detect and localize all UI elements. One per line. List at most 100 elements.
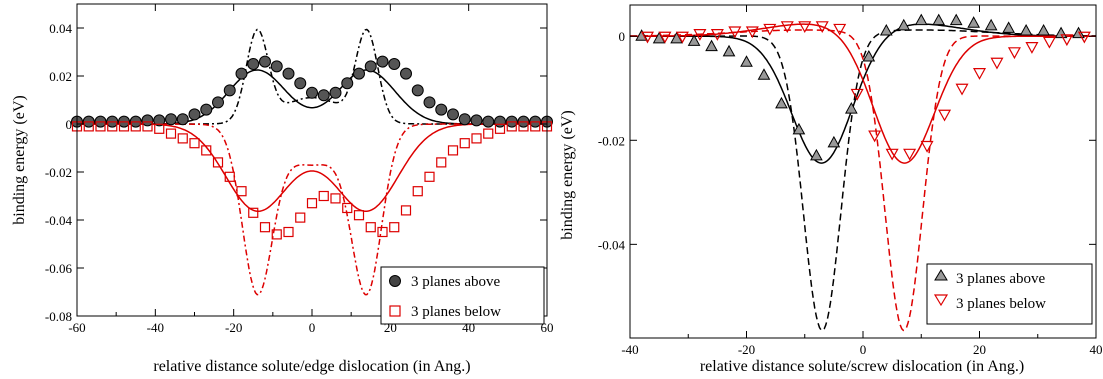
edge-y-tick-label: 0.02 [49,69,72,84]
screw-point-above [740,55,753,67]
screw-point-below [1042,36,1056,49]
screw-legend-box [926,263,1093,325]
edge-point-above [494,115,506,128]
edge-point-below [412,186,423,197]
edge-point-above [176,113,189,126]
edge-point-above [282,67,295,80]
edge-point-above [223,84,236,97]
screw-x-tick-label: 20 [973,342,986,357]
screw-point-below [972,68,987,80]
screw-x-tick-label: 40 [1090,342,1103,357]
screw-point-below [640,31,654,44]
screw-point-above [827,135,841,148]
edge-point-above [388,58,401,70]
edge-y-tick-label: 0.04 [49,21,72,36]
edge-point-below [483,128,494,139]
screw-point-above [705,39,718,52]
screw-point-below [955,83,969,96]
edge-legend: 3 planes above 3 planes below [380,266,545,325]
edge-point-below [353,210,365,221]
edge-point-below [471,133,482,144]
edge-point-below [400,205,412,216]
edge-point-above [306,86,318,99]
edge-point-below [424,171,435,182]
edge-point-below [283,226,294,238]
edge-point-above [435,103,448,116]
screw-point-above [949,13,963,26]
edge-point-above [259,55,271,68]
edge-point-below [154,123,165,134]
edge-point-below [201,145,212,156]
edge-point-below [248,207,259,218]
edge-point-above [482,115,495,128]
screw-point-below [693,29,707,41]
edge-point-below [330,193,341,204]
screw-point-below [675,31,689,44]
screw-point-below [850,88,864,101]
edge-x-tick-label: -40 [147,320,164,335]
edge-point-below [295,212,306,223]
screw-point-below [938,109,952,122]
screw-point-above [862,49,876,62]
edge-y-tick-label: -0.02 [45,165,72,180]
edge-below-dashed-curve [77,123,547,296]
edge-point-above [188,108,201,121]
screw-point-above [792,122,806,135]
edge-point-below [95,121,106,132]
edge-point-below [530,121,541,132]
screw-point-below [885,148,899,161]
screw-point-below [903,148,917,161]
screw-point-above [1054,26,1068,39]
screw-point-below [780,21,794,34]
edge-point-above [353,67,365,80]
screw-point-below [710,29,724,41]
edge-legend-label-below: 3 planes below [411,304,501,320]
edge-point-below [318,190,329,202]
screw-point-below [1025,42,1039,54]
screw-x-axis-title: relative distance solute/screw dislocati… [700,358,1024,375]
edge-y-tick-label: -0.06 [45,261,73,276]
screw-point-below [658,31,672,44]
edge-point-below [224,171,235,182]
screw-point-below [745,26,759,39]
screw-point-above [775,96,788,109]
screw-point-above [932,13,946,26]
screw-y-tick-label: 0 [619,29,626,44]
edge-point-above [200,103,213,116]
screw-legend-triangle-up-marker [934,269,948,281]
screw-model-curves [630,23,1096,332]
screw-point-above [879,23,893,36]
screw-point-above [757,68,771,80]
screw-legend-label-above: 3 planes above [956,271,1045,287]
screw-axis-ticks: -40 -20 0 20 40 -0.04 -0.02 0 [598,5,1103,357]
edge-point-below [271,229,282,240]
edge-point-above [447,108,459,121]
edge-data-markers [71,55,553,240]
screw-point-above [967,16,981,28]
screw-legend: 3 planes above 3 planes below [926,263,1093,325]
edge-point-above [294,77,307,90]
edge-point-above [423,96,436,109]
screw-point-below [728,26,742,39]
edge-model-curves [77,28,547,296]
edge-y-tick-label: -0.04 [45,213,73,228]
screw-point-below [1077,31,1091,44]
edge-point-below [436,157,447,168]
screw-x-tick-label: -40 [621,342,638,357]
edge-point-below [342,202,353,214]
edge-point-above [317,89,330,102]
edge-x-tick-label: -60 [68,320,85,335]
screw-point-above [722,44,736,57]
edge-point-above [270,60,283,73]
screw-point-above [1002,21,1015,33]
screw-point-below [833,23,847,36]
screw-below-dashed-curve [630,29,1096,332]
screw-x-tick-label: 0 [860,342,867,357]
edge-point-above [470,114,483,127]
edge-point-above [411,84,424,97]
edge-x-tick-label: 0 [309,320,316,335]
edge-legend-square-marker [389,305,401,317]
edge-point-above [153,114,166,127]
screw-point-above [845,102,858,114]
screw-point-above [984,18,998,31]
